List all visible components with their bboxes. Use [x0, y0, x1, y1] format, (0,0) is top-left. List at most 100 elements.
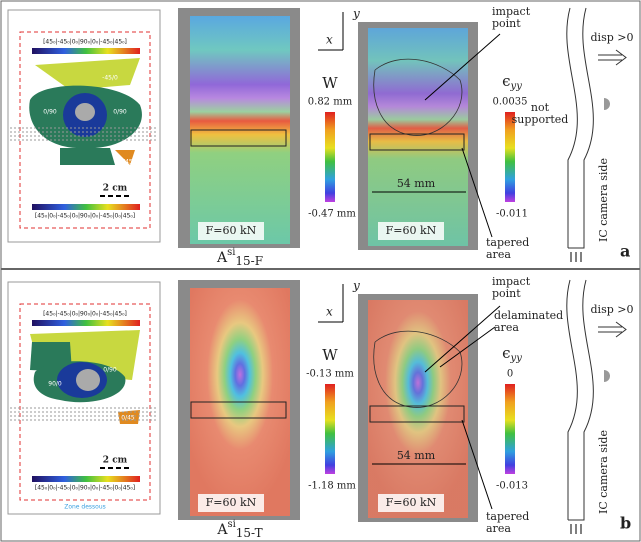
half-circle: [604, 370, 610, 382]
zone: [115, 150, 135, 165]
tapered-outline: [190, 129, 287, 147]
w-min: -1.18 mm: [308, 481, 356, 492]
ply-colorbar: [32, 476, 140, 482]
tapered-label: area: [486, 248, 511, 261]
ply-colorbar: [32, 320, 140, 326]
w-colorbar: [325, 384, 335, 474]
panel: [45₀|-45₀|0₀|90₀|0₀|-45₀|45₀] 90/0 0/90 0/4…: [7, 275, 634, 540]
strain-symbol: ϵyy: [502, 72, 522, 92]
damage: [75, 103, 95, 121]
axis-x-label: x: [326, 33, 333, 47]
strain-base: ϵ: [502, 72, 510, 90]
specimen-outline: [19, 31, 151, 229]
specimen-base: A: [216, 522, 228, 538]
scale-label: 2 cm: [103, 184, 128, 194]
stacking-top: [45₀|-45₀|0₀|90₀|0₀|-45₀|45₀]: [43, 39, 127, 46]
specimen-name: Asi15-T: [216, 519, 262, 540]
strain-map: [368, 28, 468, 246]
strain-sub: yy: [510, 353, 523, 364]
w-symbol: W: [322, 74, 338, 92]
impact-label: impact: [492, 5, 531, 18]
tapered-outline: [369, 133, 465, 151]
strain-max: 0.0035: [493, 97, 528, 108]
width-label: 54 mm: [397, 177, 436, 190]
load-label: F=60 kN: [206, 496, 257, 509]
leader: [461, 419, 493, 510]
stacking-bottom: [45₀|0₀|-45₀|0₀|90₀|0₀|-45₀|0₀|45₀]: [35, 485, 135, 492]
disp-arrow: [598, 321, 627, 338]
specimen-base: A: [216, 250, 228, 266]
axis-y-label: y: [352, 279, 360, 293]
strain-sub: yy: [510, 81, 523, 92]
plate-edge: [568, 7, 594, 249]
disp-label: disp >0: [591, 303, 634, 316]
load-box: [198, 494, 264, 512]
delaminated-label: delaminated: [494, 309, 563, 322]
impact-label: point: [492, 287, 521, 300]
leader: [424, 33, 501, 101]
ply-colorbar: [32, 204, 140, 210]
load-label: F=60 kN: [206, 224, 257, 237]
camera-label: IC camera side: [597, 158, 610, 242]
disp-arrow: [598, 49, 627, 66]
strain-base: ϵ: [502, 344, 510, 362]
specimen-outline: [19, 303, 151, 501]
crack-contour: [373, 330, 463, 408]
zone: [60, 148, 115, 165]
axis-y-label: y: [352, 7, 360, 21]
disp-label: disp >0: [591, 31, 634, 44]
zone-label: 0/90: [103, 367, 117, 374]
w-max: -0.13 mm: [306, 369, 354, 380]
leader: [439, 326, 496, 368]
w-symbol: W: [322, 346, 338, 364]
panel-label: b: [620, 514, 631, 533]
strain-min: -0.013: [496, 481, 528, 492]
load-label: F=60 kN: [386, 496, 437, 509]
camera-label: IC camera side: [597, 430, 610, 514]
width-label: 54 mm: [397, 449, 436, 462]
strain-map: [368, 300, 468, 518]
load-label: F=60 kN: [386, 224, 437, 237]
w-colorbar: [325, 112, 335, 202]
zone-label: -45/0: [102, 75, 118, 82]
stacking-top: [45₀|-45₀|0₀|90₀|0₀|-45₀|45₀]: [43, 311, 127, 318]
zone-label: 0/90: [113, 109, 127, 116]
strain-colorbar: [505, 384, 515, 474]
not-supported-label: not: [531, 101, 550, 114]
leader: [424, 305, 501, 373]
plate-edge: [566, 7, 578, 248]
strain-max: 0: [507, 369, 513, 380]
specimen-sub: 15-T: [236, 526, 263, 540]
panel-label: a: [620, 242, 630, 261]
scale-label: 2 cm: [103, 456, 128, 466]
damage: [76, 369, 100, 391]
leader: [461, 147, 493, 238]
axis-x-label: x: [326, 305, 333, 319]
tapered-label: area: [486, 522, 511, 535]
zone-label: 90/0: [48, 381, 62, 388]
crack-contour: [373, 58, 463, 136]
zone-label: 90/0: [35, 152, 49, 159]
strain-colorbar: [505, 112, 515, 202]
half-circle: [604, 98, 610, 110]
tapered-label: tapered: [486, 236, 529, 249]
zone-label: 0/45: [119, 159, 133, 166]
w-max: 0.82 mm: [308, 97, 353, 108]
zone: [35, 58, 140, 90]
impact-label: impact: [492, 275, 531, 288]
specimen-sub: 15-F: [235, 254, 263, 268]
strain-symbol: ϵyy: [502, 344, 522, 364]
load-box: [378, 222, 444, 240]
not-supported-label: supported: [512, 113, 569, 126]
load-box: [378, 494, 444, 512]
tapered-outline: [369, 405, 465, 423]
load-box: [198, 222, 264, 240]
panel: [45₀|-45₀|0₀|90₀|0₀|-45₀|45₀] -45/0 0/90 0/…: [7, 5, 634, 268]
impact-label: point: [492, 17, 521, 30]
ply-colorbar: [32, 48, 140, 54]
plate-edge: [566, 279, 578, 520]
specimen-sup: si: [227, 519, 235, 530]
stacking-bottom: [45₀|0₀|-45₀|0₀|90₀|0₀|-45₀|0₀|45₀]: [35, 213, 135, 220]
